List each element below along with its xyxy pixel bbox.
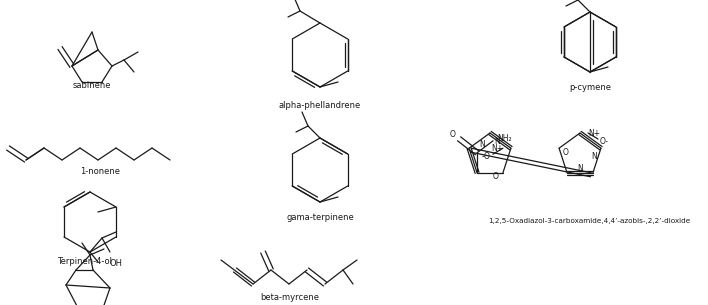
Text: Terpinen-4-ol: Terpinen-4-ol xyxy=(57,257,113,267)
Text: gama-terpinene: gama-terpinene xyxy=(286,214,354,223)
Text: p-cymene: p-cymene xyxy=(569,84,611,92)
Text: N: N xyxy=(494,137,500,145)
Text: OH: OH xyxy=(110,260,123,268)
Text: O-: O- xyxy=(600,137,609,145)
Text: N+: N+ xyxy=(491,144,503,153)
Text: N+: N+ xyxy=(588,128,600,138)
Text: N: N xyxy=(479,140,485,149)
Text: beta-myrcene: beta-myrcene xyxy=(261,293,319,303)
Text: alpha-phellandrene: alpha-phellandrene xyxy=(279,101,361,109)
Text: O: O xyxy=(449,130,455,139)
Text: -O: -O xyxy=(482,152,491,161)
Text: N: N xyxy=(577,164,583,173)
Text: 1,2,5-Oxadiazol-3-carboxamide,4,4’-azobis-,2,2’-dioxide: 1,2,5-Oxadiazol-3-carboxamide,4,4’-azobi… xyxy=(488,218,690,224)
Text: O: O xyxy=(493,172,499,181)
Text: N: N xyxy=(591,152,597,161)
Text: 1-nonene: 1-nonene xyxy=(80,167,120,177)
Text: O: O xyxy=(563,148,569,157)
Text: sabinene: sabinene xyxy=(73,81,111,89)
Text: NH₂: NH₂ xyxy=(497,134,512,143)
